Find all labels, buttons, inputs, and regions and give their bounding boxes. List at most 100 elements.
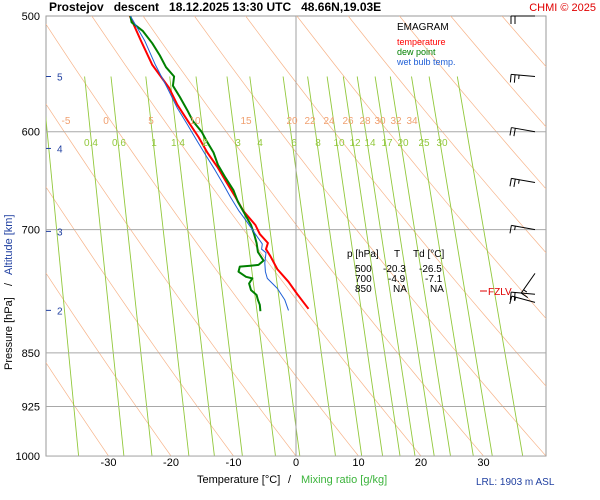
table-cell: -26.5 — [419, 264, 442, 275]
table-cell: 850 — [355, 284, 372, 295]
mixing-ratio-line — [169, 76, 215, 456]
dry-adiabat-label: 34 — [406, 116, 418, 127]
mixing-ratio-label: 14 — [364, 138, 376, 149]
mixing-ratio-label: 1 — [151, 138, 157, 149]
freezing-level-marker: FZLV — [480, 287, 512, 298]
y-axis-label-sep: / — [3, 282, 15, 286]
table-cell: -7.1 — [425, 274, 443, 285]
wind-barb-flag — [520, 292, 529, 299]
mixing-ratio-label: 0.4 — [84, 138, 98, 149]
table-header-td: Td [°C] — [413, 249, 444, 260]
y-axis-label-alt: Altitude [km] — [3, 214, 15, 275]
pressure-tick-label: 600 — [22, 127, 40, 139]
table-cell: 500 — [355, 264, 372, 275]
wind-barb — [509, 73, 536, 83]
wind-barb — [509, 127, 536, 137]
dry-adiabat-line — [46, 103, 297, 456]
x-tick-label: -10 — [226, 457, 242, 469]
dry-adiabat-label: 5 — [148, 116, 154, 127]
mixing-ratio-line — [195, 76, 243, 456]
x-axis-label-temp: Temperature [°C] — [197, 474, 280, 486]
wind-barbs — [509, 15, 536, 304]
lrl-label: LRL: 1903 m ASL — [476, 477, 555, 488]
mixing-ratio-line — [282, 76, 336, 456]
legend-wet-bulb: wet bulb temp. — [396, 57, 456, 67]
wind-barb — [510, 15, 535, 24]
mixing-ratio-label: 17 — [381, 138, 393, 149]
dry-adiabat-label: 28 — [359, 116, 371, 127]
y-axis-label: Pressure [hPa] / Altitude [km] — [3, 214, 15, 370]
wind-barb-flag — [509, 225, 512, 234]
wind-barb-flag — [509, 292, 512, 301]
wind-barb-flag — [513, 74, 516, 83]
series-wet-bulb-temp — [129, 16, 289, 311]
wind-barb-half-flag — [523, 289, 528, 293]
wind-barb-half-flag — [514, 297, 517, 302]
mixing-ratio-line — [110, 76, 153, 456]
dry-adiabat-label: 32 — [390, 116, 402, 127]
mixing-ratio-line — [342, 76, 401, 456]
mixing-ratio-label: 1.4 — [171, 138, 185, 149]
dry-adiabat-line — [296, 16, 546, 319]
pressure-tick-label: 1000 — [16, 451, 40, 463]
dry-adiabat-label: 10 — [189, 116, 201, 127]
wind-barb-half-flag — [514, 226, 516, 231]
legend-dew-point: dew point — [397, 47, 436, 57]
table-header-p: p [hPa] — [347, 249, 379, 260]
dry-adiabat-label: 15 — [240, 116, 252, 127]
mixing-ratio-line — [456, 76, 524, 456]
wind-barb-flag — [509, 178, 512, 187]
mixing-ratio-line — [145, 76, 190, 456]
x-tick-label: 10 — [352, 457, 364, 469]
series-dew-point — [129, 16, 265, 312]
mixing-ratio-line — [46, 115, 80, 456]
dry-adiabat-label: 20 — [286, 116, 298, 127]
mixing-ratio-label: 30 — [436, 138, 448, 149]
mixing-ratio-label: 20 — [397, 138, 409, 149]
wind-barb-flag — [509, 295, 513, 304]
table-cell: NA — [393, 284, 407, 295]
x-tick-label: -30 — [101, 457, 117, 469]
table-cell: -20.3 — [383, 264, 406, 275]
x-axis-label-mix: Mixing ratio [g/kg] — [301, 474, 387, 486]
table-cell: NA — [430, 284, 444, 295]
y-axis-label-pressure: Pressure [hPa] — [3, 297, 15, 370]
table-cell: 700 — [355, 274, 372, 285]
dry-adiabat-line — [46, 186, 234, 456]
series-layer — [128, 16, 310, 312]
dry-adiabat-line — [46, 272, 172, 456]
dry-adiabat-line — [450, 16, 546, 128]
x-tick-label: 30 — [477, 457, 489, 469]
table-header-t: T — [394, 249, 400, 260]
wind-barb-flag — [509, 74, 512, 83]
mixing-ratio-line — [428, 76, 493, 456]
dry-adiabat-label: 0 — [103, 116, 109, 127]
dry-adiabat-label: 24 — [323, 116, 335, 127]
dry-adiabat-label: 22 — [304, 116, 316, 127]
altitude-tick-label: 3 — [57, 227, 63, 238]
grid-layer — [46, 16, 546, 456]
dry-adiabat-line — [142, 16, 484, 456]
mixing-ratio-line — [389, 76, 451, 456]
mixing-ratio-label: 10 — [333, 138, 345, 149]
x-tick-label: -20 — [163, 457, 179, 469]
mixing-ratio-label: 3 — [235, 138, 241, 149]
wind-barb — [509, 224, 536, 234]
mixing-ratio-label: 12 — [349, 138, 361, 149]
x-tick-label: 0 — [293, 457, 299, 469]
summary-table: p [hPa] T Td [°C] 500 -20.3 -26.5 700 -4… — [347, 249, 444, 295]
chart-title: Prostejov descent 18.12.2025 13:30 UTC 4… — [49, 0, 381, 14]
freezing-level-label: FZLV — [488, 287, 512, 298]
mixing-ratio-label: 2 — [202, 138, 208, 149]
altitude-tick-label: 2 — [57, 306, 63, 317]
mixing-ratio-line — [307, 76, 363, 456]
pressure-tick-label: 925 — [22, 402, 40, 414]
table-cell: -4.9 — [388, 274, 406, 285]
dry-adiabat-label: 30 — [374, 116, 386, 127]
wind-barb-flag — [509, 127, 512, 136]
wind-barb — [520, 273, 536, 299]
x-tick-label: 20 — [415, 457, 427, 469]
dry-adiabat-line — [46, 362, 109, 456]
x-axis-label: Temperature [°C] / Mixing ratio [g/kg] — [197, 474, 387, 486]
